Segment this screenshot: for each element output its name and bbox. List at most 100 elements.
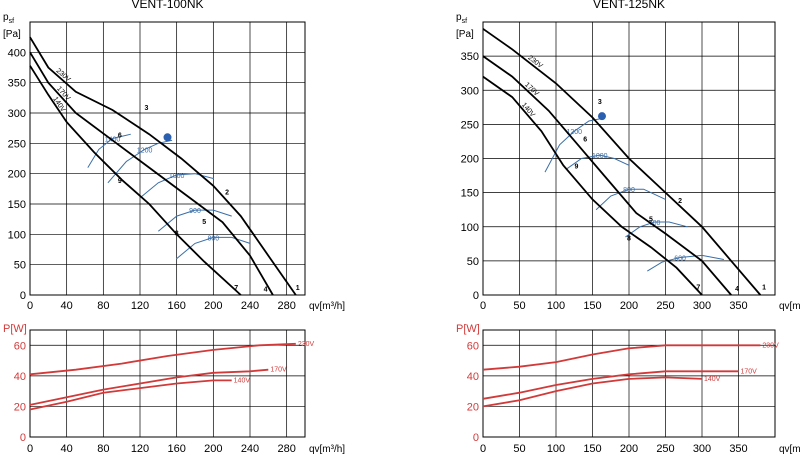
- system-curve-label: 1200: [137, 147, 153, 154]
- power-x-tick-label: 200: [204, 443, 222, 455]
- power-y-tick-label: 40: [14, 371, 26, 383]
- y-tick-label: 200: [461, 154, 479, 166]
- point-number-label: 7: [696, 285, 700, 292]
- x-tick-label: 200: [620, 300, 638, 312]
- y-tick-label: 350: [461, 51, 479, 63]
- power-y-tick-label: 20: [14, 401, 26, 413]
- system-curve: [107, 139, 173, 184]
- x-tick-label: 0: [27, 300, 33, 312]
- series-line-170V: [29, 51, 274, 296]
- power-series-line-170V: [482, 370, 739, 400]
- power-x-tick-label: 40: [61, 443, 73, 455]
- system-curve: [647, 254, 724, 272]
- plot-frame: [482, 21, 776, 296]
- point-number-label: 5: [649, 216, 653, 223]
- x-tick-label: 250: [656, 300, 674, 312]
- series-line-140V: [482, 75, 703, 296]
- series-line-230V: [482, 28, 762, 296]
- power-x-tick-label: 160: [167, 443, 185, 455]
- y-tick-label: 50: [467, 256, 479, 268]
- x-axis-label: qv[m³/h]: [309, 301, 345, 312]
- y-tick-label: 250: [8, 138, 26, 150]
- power-x-axis-label: qv[m³/h]: [779, 444, 800, 455]
- power-x-axis-label: qv[m³/h]: [309, 444, 345, 455]
- power-x-tick-label: 240: [241, 443, 259, 455]
- system-curve-label: 1000: [592, 153, 608, 160]
- x-tick-label: 240: [241, 300, 259, 312]
- power-series-label-140V: 140V: [234, 377, 251, 384]
- y-tick-label: 100: [8, 229, 26, 241]
- power-series-line-230V: [482, 344, 761, 371]
- system-curve-label: 700: [649, 220, 661, 227]
- chart-title: VENT-100NK: [131, 0, 203, 11]
- y-tick-label: 300: [8, 108, 26, 120]
- y-tick-label: 400: [8, 47, 26, 59]
- system-curve-label: 1000: [169, 173, 185, 180]
- x-tick-label: 200: [204, 300, 222, 312]
- power-x-tick-label: 200: [620, 443, 638, 455]
- power-y-tick-label: 60: [467, 340, 479, 352]
- power-series-label-170V: 170V: [270, 367, 287, 374]
- power-y-tick-label: 0: [20, 432, 26, 444]
- system-curve: [625, 221, 688, 238]
- system-curve-label: 900: [189, 208, 201, 215]
- power-y-tick-label: 20: [467, 401, 479, 413]
- operating-point: [597, 112, 606, 121]
- point-number-label: 4: [735, 286, 739, 293]
- power-series-line-140V: [482, 376, 703, 408]
- system-curve: [87, 133, 131, 168]
- point-number-label: 6: [583, 136, 587, 143]
- system-curve: [595, 188, 666, 211]
- power-y-tick-label: 40: [467, 371, 479, 383]
- power-chart-vent125: 0 50 100 150 200 250 300 350 0 20 40 60 P[W] qv[m³/h]…: [456, 323, 800, 455]
- power-x-tick-label: 250: [656, 443, 674, 455]
- chart-title: VENT-125NK: [593, 0, 665, 11]
- y-tick-label: 250: [461, 119, 479, 131]
- power-x-tick-label: 350: [729, 443, 747, 455]
- system-curve-label: 1200: [566, 129, 582, 136]
- point-number-label: 3: [598, 99, 602, 106]
- power-chart-vent100: 0 40 80 120 160 200 240 280 0 20 40 60 P[W] qv[m³/h] 2…: [3, 323, 345, 455]
- power-series-label-230V: 230V: [762, 342, 779, 349]
- power-x-tick-label: 0: [480, 443, 486, 455]
- y-tick-label: 50: [14, 260, 26, 272]
- power-series-label-230V: 230V: [298, 341, 315, 348]
- x-tick-label: 280: [277, 300, 295, 312]
- power-y-tick-label: 60: [14, 340, 26, 352]
- power-y-tick-label: 0: [473, 432, 479, 444]
- power-series-line-140V: [29, 379, 232, 411]
- power-y-axis-label: P[W]: [3, 323, 27, 335]
- power-x-tick-label: 150: [583, 443, 601, 455]
- x-tick-label: 150: [583, 300, 601, 312]
- y-tick-label: 0: [20, 290, 26, 302]
- point-number-label: 1: [296, 285, 300, 292]
- x-tick-label: 80: [97, 300, 109, 312]
- y-tick-label: 0: [473, 290, 479, 302]
- operating-point: [163, 133, 172, 142]
- power-x-tick-label: 120: [131, 443, 149, 455]
- point-number-label: 7: [234, 285, 238, 292]
- power-y-axis-label: P[W]: [456, 323, 480, 335]
- power-series-line-230V: [29, 342, 296, 376]
- x-tick-label: 120: [131, 300, 149, 312]
- point-number-label: 6: [118, 132, 122, 139]
- point-number-label: 9: [574, 164, 578, 171]
- power-x-tick-label: 300: [693, 443, 711, 455]
- point-number-label: 4: [264, 286, 268, 293]
- power-series-line-170V: [29, 368, 269, 406]
- power-plot-frame: [482, 329, 776, 438]
- point-number-label: 2: [225, 189, 229, 196]
- system-curve-label: 600: [674, 255, 686, 262]
- power-x-tick-label: 100: [547, 443, 565, 455]
- plot-frame: [29, 21, 306, 296]
- y-axis-label: psf: [456, 12, 467, 25]
- power-x-tick-label: 80: [97, 443, 109, 455]
- point-number-label: 2: [678, 198, 682, 205]
- point-number-label: 9: [118, 178, 122, 185]
- y-axis-label-sub: sf: [462, 18, 468, 25]
- x-axis-label: qv[m³/h]: [779, 301, 800, 312]
- y-tick-label: 150: [8, 199, 26, 211]
- system-curve: [566, 154, 630, 170]
